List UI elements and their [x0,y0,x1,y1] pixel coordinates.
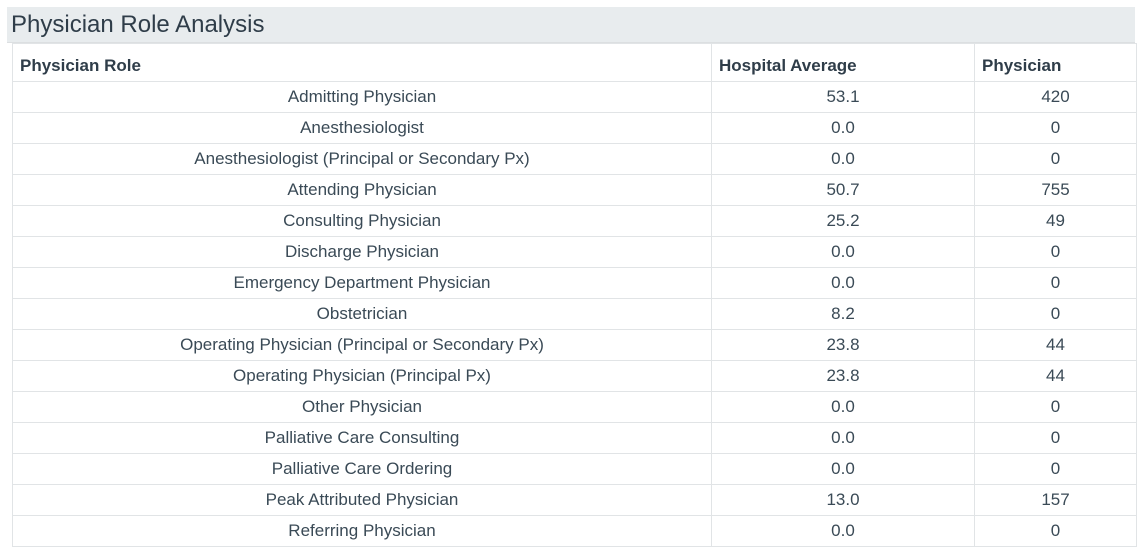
hospital-average-cell: 0.0 [711,112,975,144]
role-cell: Anesthesiologist (Principal or Secondary… [12,143,712,175]
table-row: Referring Physician 0.0 0 [12,515,1137,547]
column-header-physician[interactable]: Physician [974,43,1137,82]
table-row: Palliative Care Consulting 0.0 0 [12,422,1137,454]
physician-cell: 0 [974,298,1137,330]
role-cell: Referring Physician [12,515,712,547]
hospital-average-cell: 0.0 [711,515,975,547]
hospital-average-cell: 0.0 [711,143,975,175]
hospital-average-cell: 50.7 [711,174,975,206]
table-row: Peak Attributed Physician 13.0 157 [12,484,1137,516]
physician-cell: 0 [974,267,1137,299]
panel-header: Physician Role Analysis [7,7,1135,43]
role-cell: Obstetrician [12,298,712,330]
physician-cell: 157 [974,484,1137,516]
table-row: Operating Physician (Principal Px) 23.8 … [12,360,1137,392]
role-cell: Consulting Physician [12,205,712,237]
hospital-average-cell: 0.0 [711,236,975,268]
role-cell: Peak Attributed Physician [12,484,712,516]
role-cell: Anesthesiologist [12,112,712,144]
role-cell: Admitting Physician [12,81,712,113]
hospital-average-cell: 0.0 [711,391,975,423]
table-row: Anesthesiologist 0.0 0 [12,112,1137,144]
physician-cell: 0 [974,391,1137,423]
table-row: Anesthesiologist (Principal or Secondary… [12,143,1137,175]
panel-title: Physician Role Analysis [11,10,265,38]
hospital-average-cell: 8.2 [711,298,975,330]
hospital-average-cell: 13.0 [711,484,975,516]
role-cell: Other Physician [12,391,712,423]
role-cell: Operating Physician (Principal or Second… [12,329,712,361]
physician-cell: 0 [974,515,1137,547]
table-header-row: Physician Role Hospital Average Physicia… [12,43,1137,82]
hospital-average-cell: 0.0 [711,453,975,485]
table-row: Admitting Physician 53.1 420 [12,81,1137,113]
table-row: Discharge Physician 0.0 0 [12,236,1137,268]
table-row: Attending Physician 50.7 755 [12,174,1137,206]
table-body: Admitting Physician 53.1 420 Anesthesiol… [12,81,1137,547]
table-row: Consulting Physician 25.2 49 [12,205,1137,237]
physician-cell: 755 [974,174,1137,206]
role-cell: Operating Physician (Principal Px) [12,360,712,392]
physician-cell: 49 [974,205,1137,237]
physician-cell: 420 [974,81,1137,113]
physician-cell: 0 [974,453,1137,485]
role-cell: Palliative Care Ordering [12,453,712,485]
hospital-average-cell: 0.0 [711,422,975,454]
table-row: Other Physician 0.0 0 [12,391,1137,423]
physician-cell: 0 [974,422,1137,454]
physician-cell: 0 [974,143,1137,175]
physician-role-table: Physician Role Hospital Average Physicia… [12,43,1137,547]
hospital-average-cell: 0.0 [711,267,975,299]
role-cell: Emergency Department Physician [12,267,712,299]
hospital-average-cell: 53.1 [711,81,975,113]
column-header-role[interactable]: Physician Role [12,43,712,82]
role-cell: Discharge Physician [12,236,712,268]
table-row: Emergency Department Physician 0.0 0 [12,267,1137,299]
physician-role-panel: Physician Role Analysis Physician Role H… [7,7,1137,555]
role-cell: Palliative Care Consulting [12,422,712,454]
physician-cell: 0 [974,236,1137,268]
column-header-hospital-average[interactable]: Hospital Average [711,43,975,82]
hospital-average-cell: 25.2 [711,205,975,237]
hospital-average-cell: 23.8 [711,329,975,361]
table-row: Operating Physician (Principal or Second… [12,329,1137,361]
physician-cell: 0 [974,112,1137,144]
hospital-average-cell: 23.8 [711,360,975,392]
table-row: Obstetrician 8.2 0 [12,298,1137,330]
table-row: Palliative Care Ordering 0.0 0 [12,453,1137,485]
role-cell: Attending Physician [12,174,712,206]
physician-cell: 44 [974,329,1137,361]
physician-cell: 44 [974,360,1137,392]
